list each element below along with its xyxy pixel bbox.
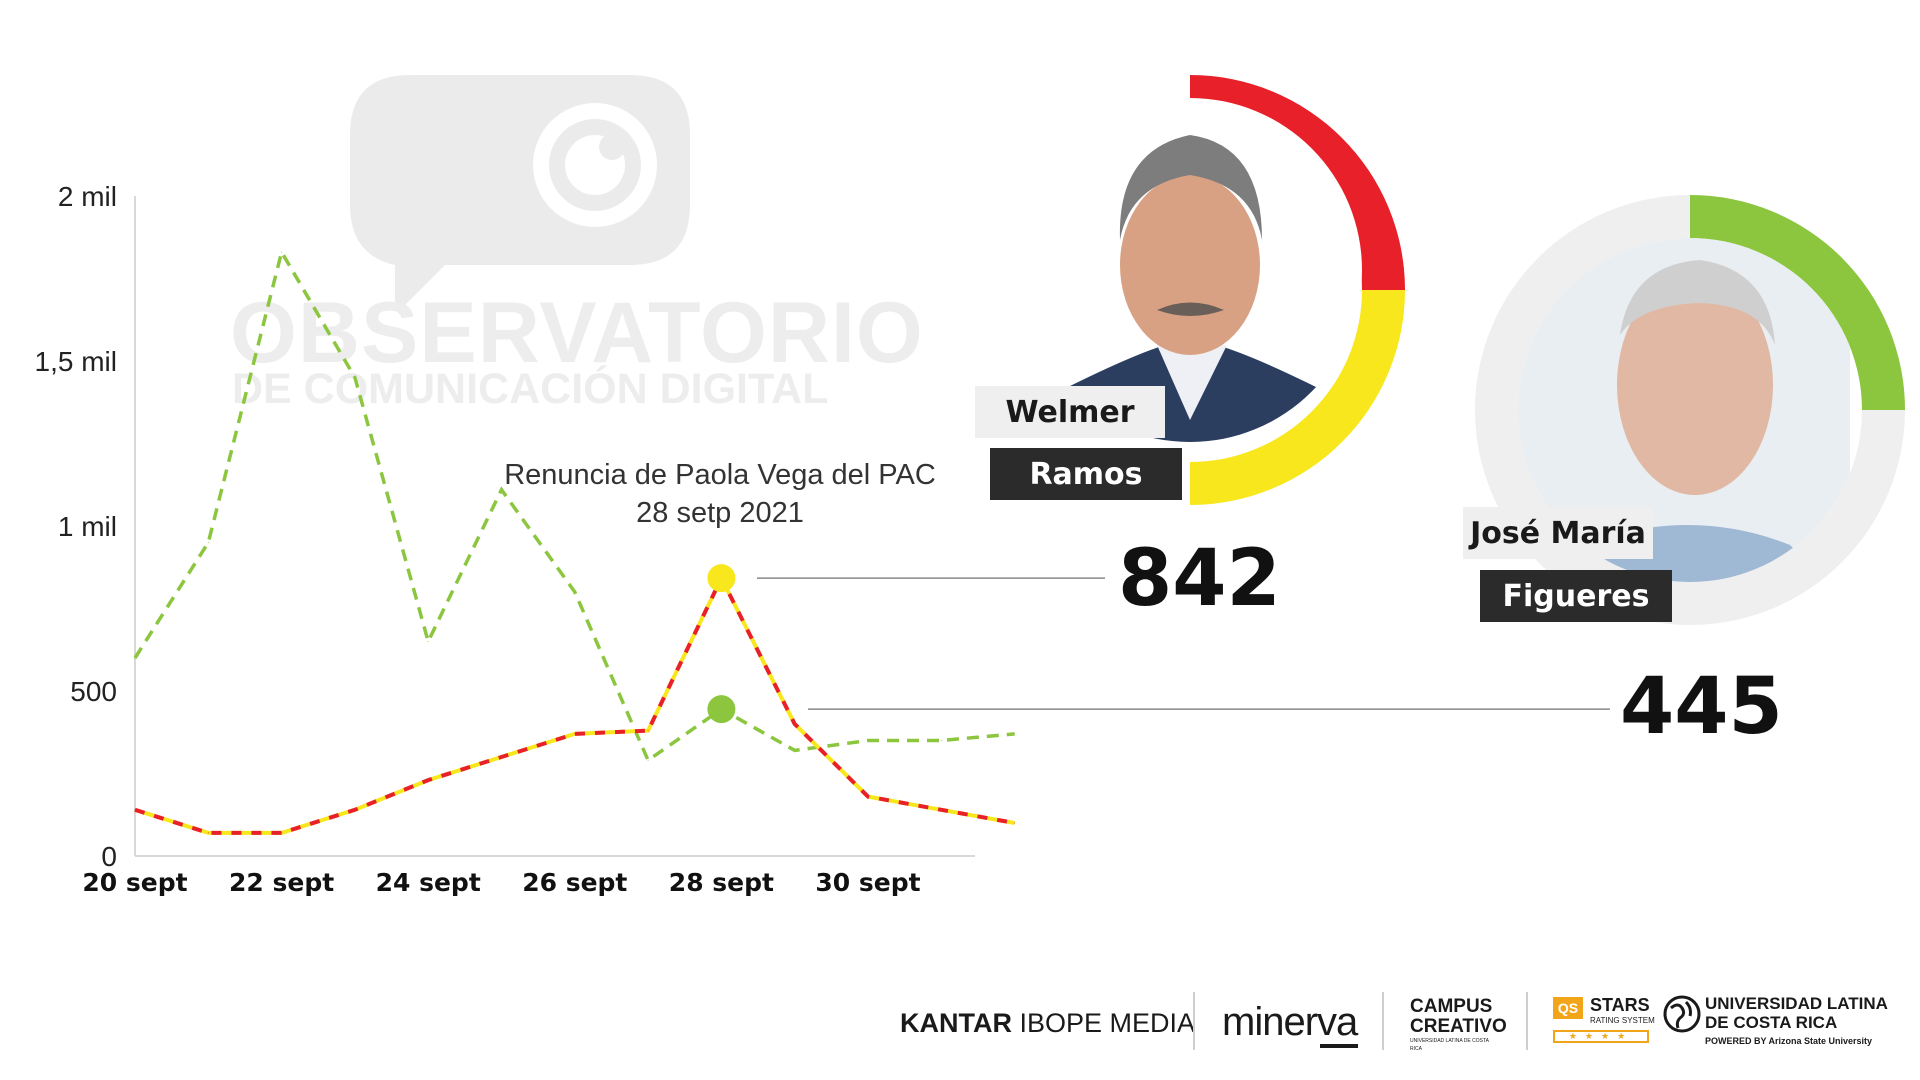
annotation-line-1: Renuncia de Paola Vega del PAC <box>504 459 936 491</box>
y-tick-label: 0 <box>101 841 117 872</box>
y-tick-label: 1,5 mil <box>35 346 117 377</box>
y-tick-label: 500 <box>70 676 117 707</box>
stars-rating-bar: ★★★★ <box>1553 1030 1649 1043</box>
kantar-text: KANTAR <box>900 1008 1012 1038</box>
x-tick-label: 22 sept <box>229 868 334 897</box>
figueres-point <box>354 377 356 378</box>
ramos-point <box>427 779 429 781</box>
figueres-point <box>134 657 136 659</box>
ramos-point <box>134 809 136 811</box>
kantar-logo: KANTAR IBOPE MEDIA <box>900 1008 1195 1039</box>
annotation-line-2: 28 setp 2021 <box>636 497 804 529</box>
minerva-logo: minerva <box>1222 1000 1358 1044</box>
ramos-point <box>574 733 576 735</box>
figueres-point <box>794 749 796 751</box>
figueres-last-name: Figueres <box>1480 570 1672 622</box>
series-ramos-line-dash <box>134 573 1015 835</box>
ibope-text: IBOPE MEDIA <box>1019 1008 1196 1038</box>
chart-annotation: Renuncia de Paola Vega del PAC 28 setp 2… <box>460 456 980 532</box>
observatorio-watermark-icon <box>350 75 690 305</box>
ramos-point <box>281 832 283 834</box>
welmer-value: 842 <box>1118 534 1281 624</box>
series-ramos-line <box>134 573 1015 835</box>
ramos-point <box>867 796 869 798</box>
footer-separator <box>1526 992 1528 1050</box>
ulatina-logo: UNIVERSIDAD LATINA DE COSTA RICA POWERED… <box>1705 994 1888 1051</box>
figueres-photo-avatar <box>1518 238 1850 582</box>
ramos-point <box>940 809 942 811</box>
figueres-first-name: José María <box>1463 507 1653 559</box>
footer-separator <box>1382 992 1384 1050</box>
campus-creativo-logo: CAMPUS CREATIVO UNIVERSIDAD LATINA DE CO… <box>1410 997 1507 1053</box>
x-tick-label: 28 sept <box>669 868 774 897</box>
creativo-text: CREATIVO <box>1410 1016 1507 1037</box>
x-tick-label: 20 sept <box>82 868 187 897</box>
figueres-value: 445 <box>1620 662 1783 752</box>
globe-icon <box>1663 995 1701 1033</box>
ramos-point <box>1014 822 1016 824</box>
qs-text: QS <box>1557 1000 1579 1016</box>
watermark-subtitle: DE COMUNICACIÓN DIGITAL <box>232 365 829 413</box>
figueres-point <box>427 641 429 642</box>
campus-small-text: UNIVERSIDAD LATINA DE COSTA RICA <box>1410 1038 1489 1052</box>
ramos-point <box>794 723 796 725</box>
footer-separator <box>1193 992 1195 1050</box>
welmer-first-name: Welmer <box>975 386 1165 438</box>
star-icon: ★★★★ <box>1568 1031 1634 1041</box>
y-tick-label: 2 mil <box>58 181 117 212</box>
figueres-point <box>207 542 209 543</box>
campus-text: CAMPUS <box>1410 996 1493 1017</box>
ulatina-line-2: DE COSTA RICA <box>1705 1013 1838 1032</box>
rating-system-text: RATING SYSTEM <box>1590 1016 1655 1025</box>
figueres-point <box>501 489 502 491</box>
x-tick-label: 30 sept <box>815 868 920 897</box>
ramos-point <box>647 730 649 732</box>
y-tick-label: 1 mil <box>58 511 117 542</box>
welmer-last-name: Ramos <box>990 448 1182 500</box>
ramos-point <box>207 832 209 834</box>
x-tick-label: 24 sept <box>376 868 481 897</box>
x-tick-label: 26 sept <box>522 868 627 897</box>
ramos-point <box>501 756 502 758</box>
ramos-point <box>354 809 356 811</box>
welmer-photo-avatar <box>1018 98 1362 442</box>
ulatina-line-1: UNIVERSIDAD LATINA <box>1705 994 1888 1013</box>
stars-text: STARS <box>1590 995 1650 1015</box>
figueres-point <box>281 251 283 253</box>
figueres-point <box>1014 733 1016 735</box>
qs-badge: QS <box>1553 997 1583 1019</box>
figueres-point <box>867 740 869 741</box>
figueres-point <box>940 740 942 741</box>
figueres-highlight-point <box>707 695 736 724</box>
figueres-point <box>647 759 649 761</box>
figueres-point <box>574 591 576 593</box>
ramos-highlight-point <box>707 564 736 593</box>
powered-by-text: POWERED BY Arizona State University <box>1705 1036 1873 1046</box>
minerva-underline-icon <box>1320 1044 1358 1048</box>
